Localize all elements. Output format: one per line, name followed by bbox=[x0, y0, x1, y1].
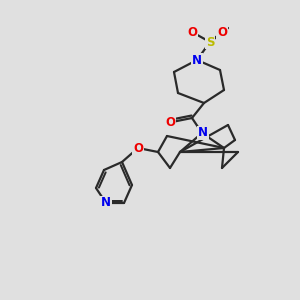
Text: N: N bbox=[198, 127, 208, 140]
Text: N: N bbox=[192, 53, 202, 67]
Text: O: O bbox=[187, 26, 197, 38]
Text: O: O bbox=[133, 142, 143, 154]
Text: O: O bbox=[217, 26, 227, 38]
Text: N: N bbox=[101, 196, 111, 209]
Text: O: O bbox=[165, 116, 175, 128]
Text: S: S bbox=[206, 35, 214, 49]
